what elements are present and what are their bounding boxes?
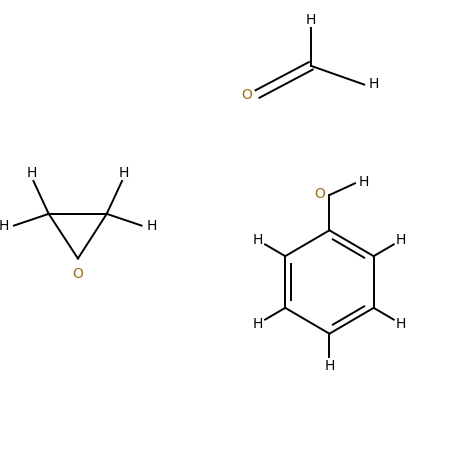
Text: H: H [252,317,263,331]
Text: O: O [241,88,251,102]
Text: H: H [27,165,37,180]
Text: H: H [358,175,368,189]
Text: H: H [146,219,156,233]
Text: O: O [72,267,83,281]
Text: H: H [118,165,128,180]
Text: O: O [313,187,324,201]
Text: H: H [252,233,263,247]
Text: H: H [395,233,405,247]
Text: H: H [305,13,315,27]
Text: H: H [0,219,9,233]
Text: H: H [395,317,405,331]
Text: H: H [324,359,334,373]
Text: H: H [368,77,378,91]
